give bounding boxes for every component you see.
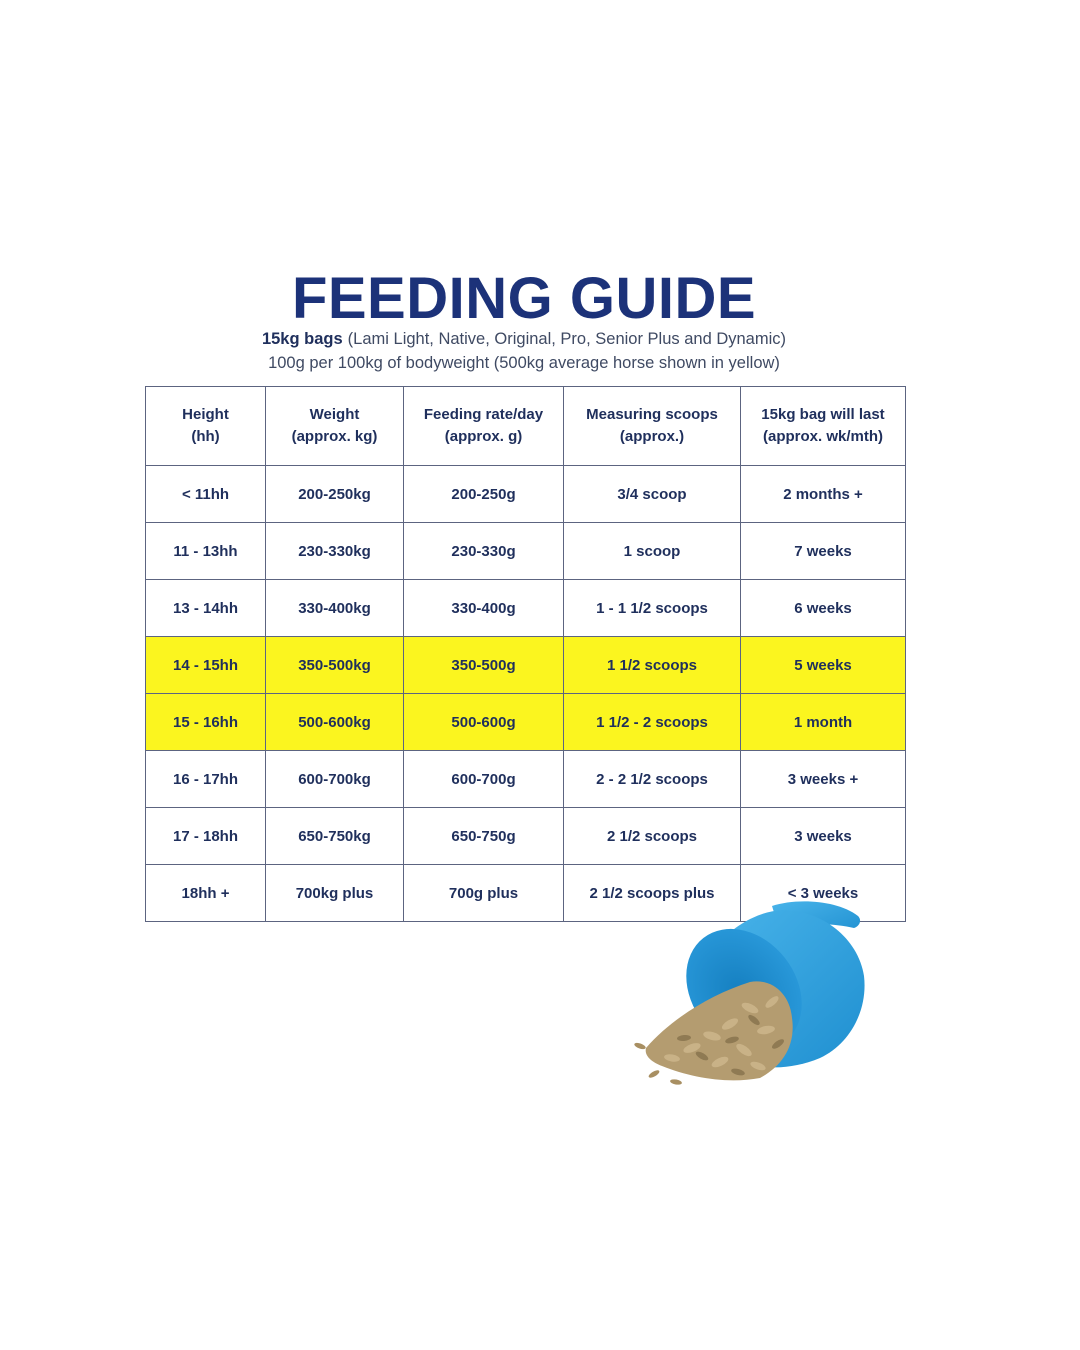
table-row: 11 - 13hh 230-330kg 230-330g 1 scoop 7 w… xyxy=(145,522,906,580)
subtitle-bags-products: (Lami Light, Native, Original, Pro, Seni… xyxy=(347,330,787,348)
cell-feeding-rate: 350-500g xyxy=(403,636,564,694)
cell-scoops: 3/4 scoop xyxy=(563,465,741,523)
table-row: 14 - 15hh 350-500kg 350-500g 1 1/2 scoop… xyxy=(145,636,906,694)
cell-scoops: 1 scoop xyxy=(563,522,741,580)
cell-scoops: 2 1/2 scoops xyxy=(563,807,741,865)
subtitle-bags: 15kg bags (Lami Light, Native, Original, … xyxy=(0,328,1048,350)
cell-weight: 650-750kg xyxy=(265,807,404,865)
cell-weight: 200-250kg xyxy=(265,465,404,523)
cell-weight: 230-330kg xyxy=(265,522,404,580)
cell-weight: 350-500kg xyxy=(265,636,404,694)
cell-height: 11 - 13hh xyxy=(145,522,266,580)
table-row: < 11hh 200-250kg 200-250g 3/4 scoop 2 mo… xyxy=(145,465,906,523)
header-height: Height (hh) xyxy=(145,386,266,466)
table-row: 13 - 14hh 330-400kg 330-400g 1 - 1 1/2 s… xyxy=(145,579,906,637)
cell-height: 18hh + xyxy=(145,864,266,922)
cell-duration: 3 weeks + xyxy=(740,750,906,808)
cell-duration: 6 weeks xyxy=(740,579,906,637)
feeding-guide-table: Height (hh) Weight (approx. kg) Feeding ra… xyxy=(145,386,906,922)
cell-feeding-rate: 650-750g xyxy=(403,807,564,865)
cell-feeding-rate: 500-600g xyxy=(403,693,564,751)
cell-height: 14 - 15hh xyxy=(145,636,266,694)
cell-weight: 330-400kg xyxy=(265,579,404,637)
cell-feeding-rate: 700g plus xyxy=(403,864,564,922)
header-weight: Weight (approx. kg) xyxy=(265,386,404,466)
feed-scoop-with-pellets-icon xyxy=(634,901,865,1085)
cell-duration: 5 weeks xyxy=(740,636,906,694)
cell-feeding-rate: 600-700g xyxy=(403,750,564,808)
header-bag-duration: 15kg bag will last (approx. wk/mth) xyxy=(740,386,906,466)
header-measuring-scoops: Measuring scoops (approx.) xyxy=(563,386,741,466)
cell-weight: 700kg plus xyxy=(265,864,404,922)
page-title: FEEDING GUIDE xyxy=(291,266,757,331)
table-row: 15 - 16hh 500-600kg 500-600g 1 1/2 - 2 s… xyxy=(145,693,906,751)
cell-height: < 11hh xyxy=(145,465,266,523)
cell-duration: 2 months + xyxy=(740,465,906,523)
cell-scoops: 2 1/2 scoops plus xyxy=(563,864,741,922)
table-row: 18hh + 700kg plus 700g plus 2 1/2 scoops… xyxy=(145,864,906,922)
cell-weight: 500-600kg xyxy=(265,693,404,751)
cell-feeding-rate: 200-250g xyxy=(403,465,564,523)
cell-scoops: 1 - 1 1/2 scoops xyxy=(563,579,741,637)
cell-weight: 600-700kg xyxy=(265,750,404,808)
cell-height: 13 - 14hh xyxy=(145,579,266,637)
cell-scoops: 1 1/2 - 2 scoops xyxy=(563,693,741,751)
table-row: 16 - 17hh 600-700kg 600-700g 2 - 2 1/2 s… xyxy=(145,750,906,808)
table-row: 17 - 18hh 650-750kg 650-750g 2 1/2 scoop… xyxy=(145,807,906,865)
cell-duration: 1 month xyxy=(740,693,906,751)
table-header-row: Height (hh) Weight (approx. kg) Feeding ra… xyxy=(145,386,906,466)
cell-height: 16 - 17hh xyxy=(145,750,266,808)
cell-feeding-rate: 330-400g xyxy=(403,579,564,637)
cell-height: 15 - 16hh xyxy=(145,693,266,751)
cell-duration: 3 weeks xyxy=(740,807,906,865)
cell-scoops: 1 1/2 scoops xyxy=(563,636,741,694)
cell-feeding-rate: 230-330g xyxy=(403,522,564,580)
subtitle-bags-lead: 15kg bags xyxy=(261,330,343,348)
cell-height: 17 - 18hh xyxy=(145,807,266,865)
cell-duration: 7 weeks xyxy=(740,522,906,580)
cell-scoops: 2 - 2 1/2 scoops xyxy=(563,750,741,808)
subtitle-rate: 100g per 100kg of bodyweight (500kg aver… xyxy=(268,354,780,372)
header-feeding-rate: Feeding rate/day (approx. g) xyxy=(403,386,564,466)
